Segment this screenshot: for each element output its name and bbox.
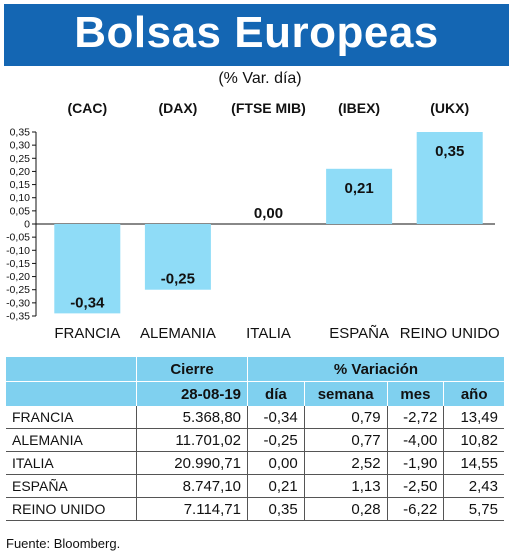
cell-mes: -1,90 bbox=[387, 451, 445, 475]
cell-ano: 2,43 bbox=[443, 474, 504, 498]
y-tick-label: -0,20 bbox=[6, 271, 30, 283]
cell-ano: 14,55 bbox=[443, 451, 504, 475]
table-header-row-1: Cierre % Variación bbox=[6, 357, 504, 382]
source-note: Fuente: Bloomberg. bbox=[6, 536, 121, 551]
cell-cierre: 7.114,71 bbox=[136, 497, 248, 521]
y-tick-label: 0,15 bbox=[10, 179, 31, 191]
data-label: 0,00 bbox=[254, 205, 283, 222]
bar bbox=[144, 224, 211, 290]
data-label: -0,25 bbox=[161, 271, 195, 288]
chart-subtitle: (% Var. día) bbox=[218, 70, 302, 87]
data-label: 0,21 bbox=[344, 180, 373, 197]
cell-semana: 0,77 bbox=[304, 428, 388, 452]
bar bbox=[54, 224, 121, 314]
table-row: ESPAÑA 8.747,10 0,21 1,13 -2,50 2,43 bbox=[6, 474, 504, 498]
data-label: 0,35 bbox=[435, 143, 464, 160]
cell-cierre: 11.701,02 bbox=[136, 428, 248, 452]
y-tick-label: -0,15 bbox=[6, 258, 30, 270]
cell-semana: 0,28 bbox=[304, 497, 388, 521]
cell-semana: 2,52 bbox=[304, 451, 388, 475]
cell-cierre: 5.368,80 bbox=[136, 406, 248, 429]
x-tick-label: FRANCIA bbox=[54, 325, 120, 342]
y-tick-label: -0,35 bbox=[6, 311, 30, 323]
cell-mes: -4,00 bbox=[387, 428, 445, 452]
cell-cierre: 8.747,10 bbox=[136, 474, 248, 498]
cell-mes: -2,72 bbox=[387, 406, 445, 429]
index-label: (FTSE MIB) bbox=[231, 100, 306, 116]
table-header-row-2: 28-08-19 día semana mes año bbox=[6, 381, 504, 406]
y-tick-label: 0,25 bbox=[10, 153, 31, 165]
x-tick-label: ALEMANIA bbox=[140, 325, 216, 342]
header-variacion: % Variación bbox=[247, 357, 504, 382]
header-col-ano: año bbox=[443, 381, 504, 406]
y-tick-label: -0,10 bbox=[6, 245, 30, 257]
y-tick-label: 0,35 bbox=[10, 127, 31, 139]
cell-dia: 0,21 bbox=[247, 474, 305, 498]
cell-dia: -0,34 bbox=[247, 406, 305, 429]
data-table: Cierre % Variación 28-08-19 día semana m… bbox=[6, 357, 504, 521]
y-tick-label: -0,25 bbox=[6, 284, 30, 296]
bar bbox=[416, 132, 483, 224]
bar bbox=[326, 168, 393, 224]
row-name: ESPAÑA bbox=[6, 474, 137, 498]
table-row: ALEMANIA 11.701,02 -0,25 0,77 -4,00 10,8… bbox=[6, 428, 504, 452]
chart-title: Bolsas Europeas bbox=[74, 8, 439, 57]
y-tick-label: 0,30 bbox=[10, 140, 31, 152]
index-label: (DAX) bbox=[158, 100, 197, 116]
row-name: FRANCIA bbox=[6, 406, 137, 429]
header-date: 28-08-19 bbox=[136, 381, 248, 406]
table-row: FRANCIA 5.368,80 -0,34 0,79 -2,72 13,49 bbox=[6, 406, 504, 429]
index-label: (IBEX) bbox=[338, 100, 380, 116]
title-banner: Bolsas Europeas bbox=[4, 4, 509, 66]
cell-dia: 0,35 bbox=[247, 497, 305, 521]
header-col-dia: día bbox=[247, 381, 305, 406]
row-name: ITALIA bbox=[6, 451, 137, 475]
header-col-mes: mes bbox=[387, 381, 445, 406]
x-tick-label: REINO UNIDO bbox=[400, 325, 500, 342]
row-name: ALEMANIA bbox=[6, 428, 137, 452]
cell-cierre: 20.990,71 bbox=[136, 451, 248, 475]
cell-mes: -2,50 bbox=[387, 474, 445, 498]
cell-dia: -0,25 bbox=[247, 428, 305, 452]
y-tick-label: -0,05 bbox=[6, 232, 30, 244]
data-label: -0,34 bbox=[70, 294, 105, 311]
table-row: REINO UNIDO 7.114,71 0,35 0,28 -6,22 5,7… bbox=[6, 497, 504, 521]
x-tick-label: ESPAÑA bbox=[329, 325, 389, 342]
y-tick-label: 0,20 bbox=[10, 166, 31, 178]
bar-chart: 0,350,300,250,200,150,100,050-0,05-0,10-… bbox=[6, 100, 500, 342]
header-col-semana: semana bbox=[304, 381, 388, 406]
cell-ano: 10,82 bbox=[443, 428, 504, 452]
header-cierre: Cierre bbox=[136, 357, 248, 382]
y-tick-label: 0 bbox=[24, 219, 30, 231]
cell-semana: 0,79 bbox=[304, 406, 388, 429]
index-label: (CAC) bbox=[67, 100, 107, 116]
y-tick-label: 0,05 bbox=[10, 205, 31, 217]
y-tick-label: -0,30 bbox=[6, 297, 30, 309]
cell-dia: 0,00 bbox=[247, 451, 305, 475]
table-row: ITALIA 20.990,71 0,00 2,52 -1,90 14,55 bbox=[6, 451, 504, 475]
row-name: REINO UNIDO bbox=[6, 497, 137, 521]
cell-ano: 13,49 bbox=[443, 406, 504, 429]
x-tick-label: ITALIA bbox=[246, 325, 291, 342]
cell-mes: -6,22 bbox=[387, 497, 445, 521]
y-tick-label: 0,10 bbox=[10, 192, 31, 204]
index-label: (UKX) bbox=[430, 100, 469, 116]
cell-semana: 1,13 bbox=[304, 474, 388, 498]
cell-ano: 5,75 bbox=[443, 497, 504, 521]
